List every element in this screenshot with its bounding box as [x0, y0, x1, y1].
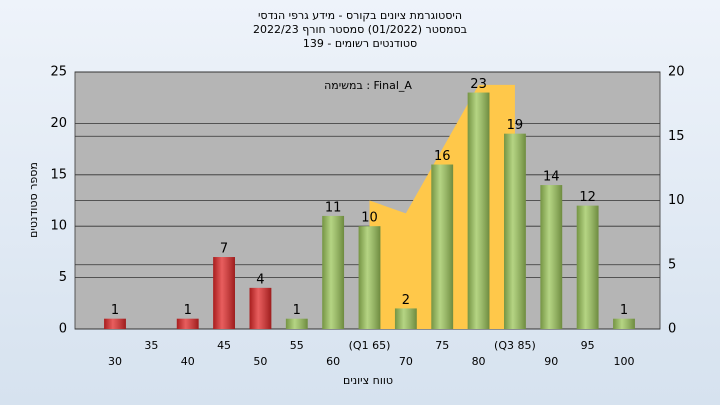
value-label: 14: [543, 170, 560, 185]
chart-title: בסמסטר (01/2022) סמסטר חורף 2022/23: [253, 23, 467, 36]
value-label: 10: [361, 211, 378, 226]
y2-tick-label: 15: [668, 129, 685, 144]
bar-shade: [504, 133, 526, 329]
x-axis-label: טווח ציונים: [343, 374, 393, 387]
bar-shade: [176, 318, 199, 329]
bar-shade: [285, 318, 308, 329]
x-tick-label: 45: [217, 339, 231, 352]
y-axis-label: מספר סטודנטים: [27, 162, 40, 238]
annotation: במשימה : Final_A: [324, 79, 412, 92]
x-tick-label: 60: [326, 355, 340, 368]
value-label: 2: [402, 293, 410, 308]
value-label: 19: [507, 118, 524, 133]
bar-shade: [213, 257, 235, 329]
value-label: 1: [111, 303, 119, 318]
bar-shade: [540, 185, 563, 329]
value-label: 7: [220, 242, 228, 257]
bar-shade: [104, 318, 126, 329]
value-label: 23: [470, 77, 487, 92]
x-tick-label: 80: [472, 355, 486, 368]
chart-title: סטודנטים רשומים - 139: [303, 37, 417, 50]
x-tick-label: 90: [544, 355, 558, 368]
x-tick-label: 55: [290, 339, 304, 352]
value-label: 1: [620, 303, 628, 318]
y-tick-label: 0: [59, 322, 67, 337]
y2-tick-label: 5: [668, 257, 676, 272]
bar-shade: [249, 287, 272, 329]
x-tick-label: 70: [399, 355, 413, 368]
y2-tick-label: 0: [668, 322, 676, 337]
bar-shade: [358, 226, 381, 329]
x-tick-label: 35: [144, 339, 158, 352]
y-tick-label: 10: [50, 219, 67, 234]
x-tick-label: 30: [108, 355, 122, 368]
y2-tick-label: 20: [668, 65, 685, 80]
value-label: 4: [256, 272, 264, 287]
y2-tick-label: 10: [668, 193, 685, 208]
value-label: 12: [579, 190, 596, 205]
y-tick-label: 25: [50, 65, 67, 80]
value-label: 11: [325, 200, 342, 215]
y-tick-label: 5: [59, 270, 67, 285]
y-tick-label: 20: [50, 116, 67, 131]
bar-shade: [576, 205, 599, 329]
x-tick-label: 100: [614, 355, 635, 368]
y-tick-label: 15: [50, 167, 67, 182]
x-tick-label: 40: [181, 355, 195, 368]
x-tick-label: 75: [435, 339, 449, 352]
chart-title: היסטוגרמת ציונים בקורס - מידע גרפי הנדסי: [258, 9, 462, 22]
bar-shade: [467, 92, 490, 329]
bar-shade: [322, 215, 345, 329]
value-label: 16: [434, 149, 451, 164]
x-tick-label: 95: [581, 339, 595, 352]
bar-shade: [394, 308, 417, 329]
value-label: 1: [184, 303, 192, 318]
x-tick-label: (Q1 65): [349, 339, 391, 352]
bar-shade: [431, 164, 454, 329]
bar-shade: [613, 318, 635, 329]
x-tick-label: 50: [253, 355, 267, 368]
value-label: 1: [293, 303, 301, 318]
x-tick-label: (Q3 85): [494, 339, 536, 352]
